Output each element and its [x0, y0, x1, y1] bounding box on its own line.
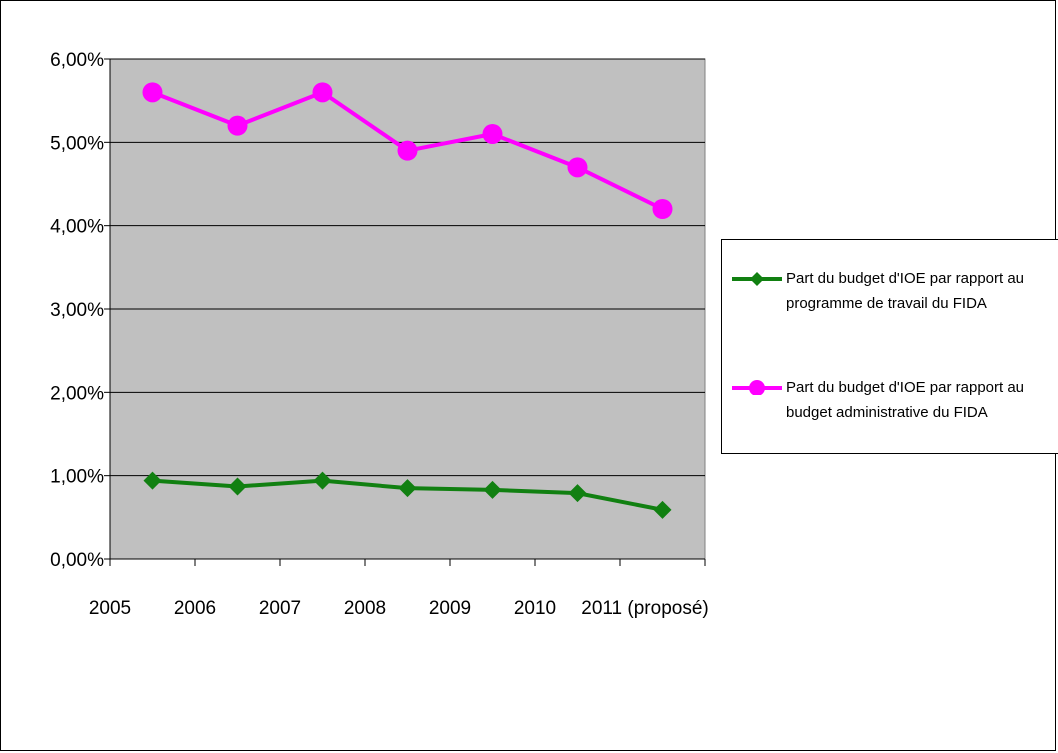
legend-swatch-magenta — [732, 375, 782, 396]
series-1 — [143, 471, 672, 519]
data-point-circle — [652, 199, 673, 219]
x-tick-label: 2007 — [259, 598, 301, 619]
data-point-diamond — [313, 471, 332, 490]
y-axis-ticks: 0,00% 1,00% 2,00% 3,00% 4,00% 5,00% 6,00% — [50, 50, 110, 571]
y-tick-label: 3,00% — [50, 300, 104, 321]
data-point-diamond — [568, 484, 587, 503]
data-point-diamond — [143, 471, 162, 490]
legend-label: Part du budget d'IOE par rapport au budg… — [786, 379, 1025, 421]
data-point-circle — [227, 115, 248, 136]
data-point-circle — [482, 124, 503, 144]
data-point-circle — [312, 82, 333, 103]
x-tick-label: 2011 (proposé) — [581, 598, 708, 619]
y-tick-label: 4,00% — [50, 217, 104, 238]
series-2 — [142, 82, 673, 219]
y-tick-label: 6,00% — [50, 50, 104, 71]
legend-item-series-2: Part du budget d'IOE par rapport au budg… — [732, 375, 1058, 425]
x-tick-label: 2005 — [89, 598, 131, 619]
y-tick-label: 1,00% — [50, 467, 104, 488]
data-point-diamond — [483, 480, 502, 499]
data-point-diamond — [398, 479, 417, 498]
x-tick-label: 2006 — [174, 598, 216, 619]
legend-item-series-1: Part du budget d'IOE par rapport au prog… — [732, 266, 1058, 316]
x-tick-label: 2009 — [429, 598, 471, 619]
data-point-circle — [142, 82, 163, 103]
data-point-circle — [567, 157, 588, 178]
y-tick-label: 2,00% — [50, 383, 104, 404]
data-point-diamond — [228, 477, 247, 496]
y-tick-label: 0,00% — [50, 550, 104, 571]
data-point-circle — [397, 140, 418, 161]
x-tick-label: 2008 — [344, 598, 386, 619]
series-group — [142, 82, 673, 519]
legend-label: Part du budget d'IOE par rapport au prog… — [786, 270, 1025, 312]
legend: Part du budget d'IOE par rapport au prog… — [721, 239, 1058, 454]
y-tick-label: 5,00% — [50, 133, 104, 154]
x-tick-label: 2010 — [514, 598, 556, 619]
x-axis-ticks: 2005 2006 2007 2008 2009 2010 2011 (proposé) — [89, 559, 709, 619]
legend-swatch-green — [732, 266, 782, 286]
data-point-diamond — [653, 500, 672, 519]
